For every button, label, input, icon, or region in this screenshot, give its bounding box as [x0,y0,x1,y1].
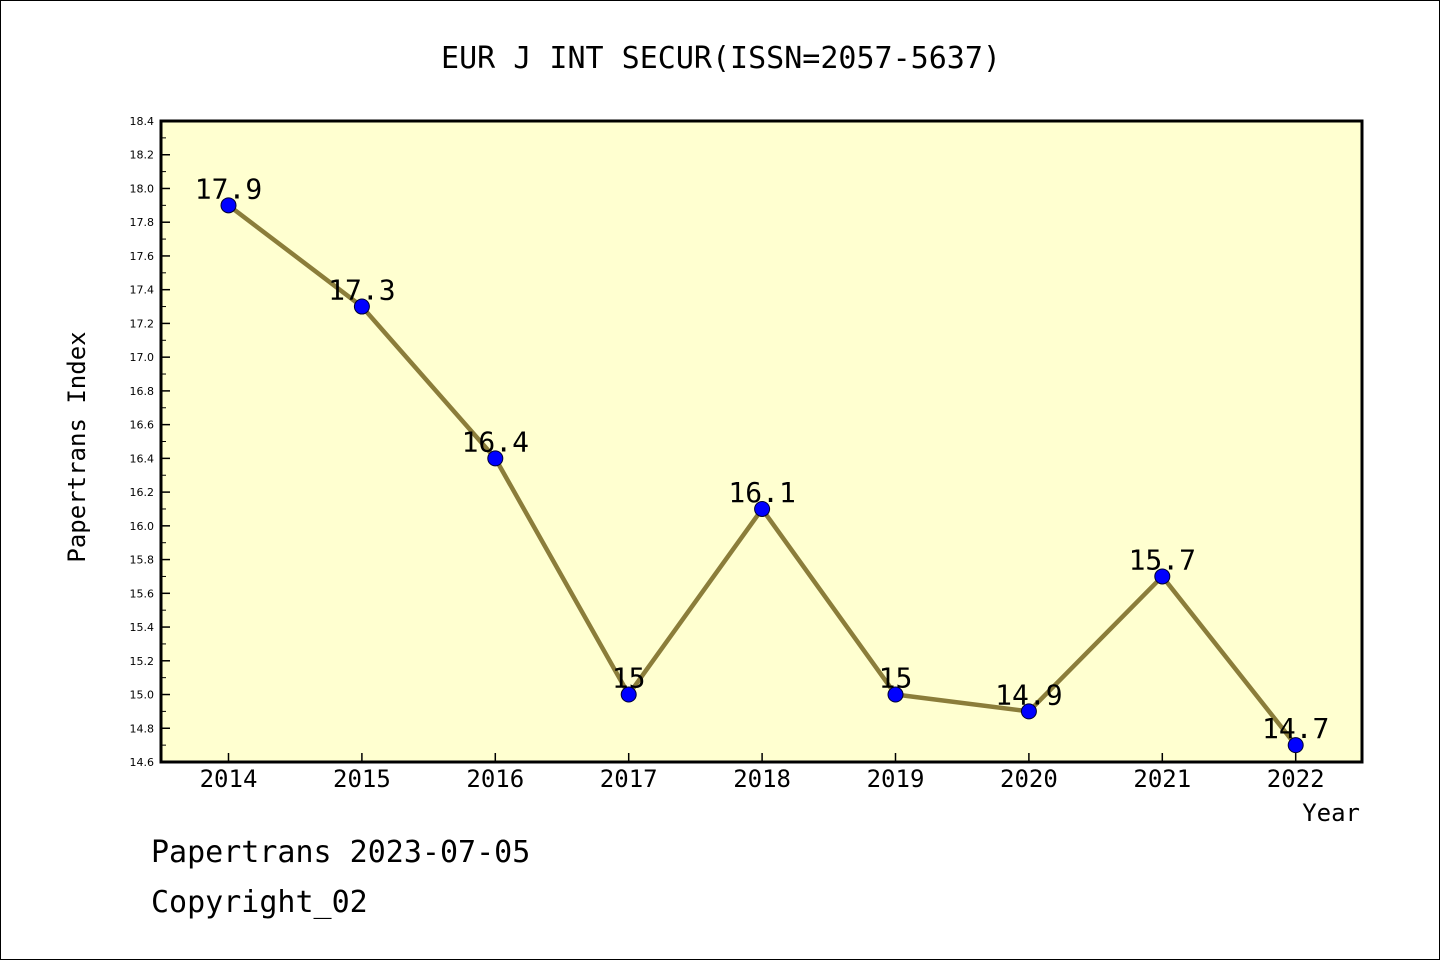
x-tick-label: 2017 [600,765,658,793]
y-tick-label: 15.6 [130,587,155,600]
data-point [487,450,504,467]
data-point [620,686,637,703]
y-tick-label: 16.8 [130,385,155,398]
y-tick-label: 18.2 [130,149,155,162]
y-tick-label: 16.6 [130,419,155,432]
y-axis-label: Papertrans Index [63,331,91,562]
y-tick-label: 18.4 [130,115,155,128]
data-point [1020,703,1037,720]
y-tick-label: 15.8 [130,554,155,567]
data-point [1154,568,1171,585]
data-label: 15 [879,662,913,695]
chart-title: EUR J INT SECUR(ISSN=2057-5637) [441,41,1001,76]
data-point [1287,737,1304,754]
x-tick-label: 2014 [200,765,258,793]
y-tick-label: 17.0 [130,351,155,364]
x-tick-label: 2022 [1267,765,1325,793]
y-tick-label: 16.0 [130,520,155,533]
x-tick-label: 2019 [867,765,925,793]
plot-area [159,119,1364,764]
data-label: 17.9 [195,172,262,205]
footer-date-text: Papertrans 2023-07-05 [151,835,531,870]
footer-copyright-text: Copyright_02 [151,885,368,920]
data-label: 17.3 [328,274,395,307]
y-tick-label: 17.6 [130,250,155,263]
y-axis-ticks: 14.6 14.8 15.0 15.2 15.4 15.6 15.8 16.0 16.2 16.4… [130,115,170,769]
series-layer: 17.9 17.3 16.4 15 16.1 15 14.9 15.7 14.7 [195,172,1329,754]
y-tick-label: 14.6 [130,756,155,769]
data-label: 15 [612,662,646,695]
data-point [754,500,771,517]
y-tick-label: 17.8 [130,216,155,229]
y-tick-label: 15.4 [130,621,155,634]
data-point [887,686,904,703]
x-tick-label: 2021 [1133,765,1191,793]
x-tick-label: 2016 [466,765,524,793]
x-axis-ticks: 2014 2015 2016 2017 2018 2019 2020 2021 2022 [200,753,1325,793]
data-label: 16.4 [462,425,529,458]
y-tick-label: 16.4 [130,452,155,465]
data-label: 15.7 [1129,543,1196,576]
data-point [220,197,237,214]
data-label: 16.1 [728,476,795,509]
data-label: 14.9 [995,678,1062,711]
y-tick-label: 17.4 [130,284,155,297]
y-tick-label: 17.2 [130,317,155,330]
x-axis-label: Year [1302,799,1360,827]
y-tick-label: 16.2 [130,486,155,499]
x-tick-label: 2020 [1000,765,1058,793]
y-tick-label: 15.2 [130,655,155,668]
data-point [353,298,370,315]
y-tick-label: 18.0 [130,182,155,195]
data-label: 14.7 [1262,712,1329,745]
y-tick-label: 14.8 [130,722,155,735]
y-tick-label: 15.0 [130,689,155,702]
x-tick-label: 2015 [333,765,391,793]
x-tick-label: 2018 [733,765,791,793]
